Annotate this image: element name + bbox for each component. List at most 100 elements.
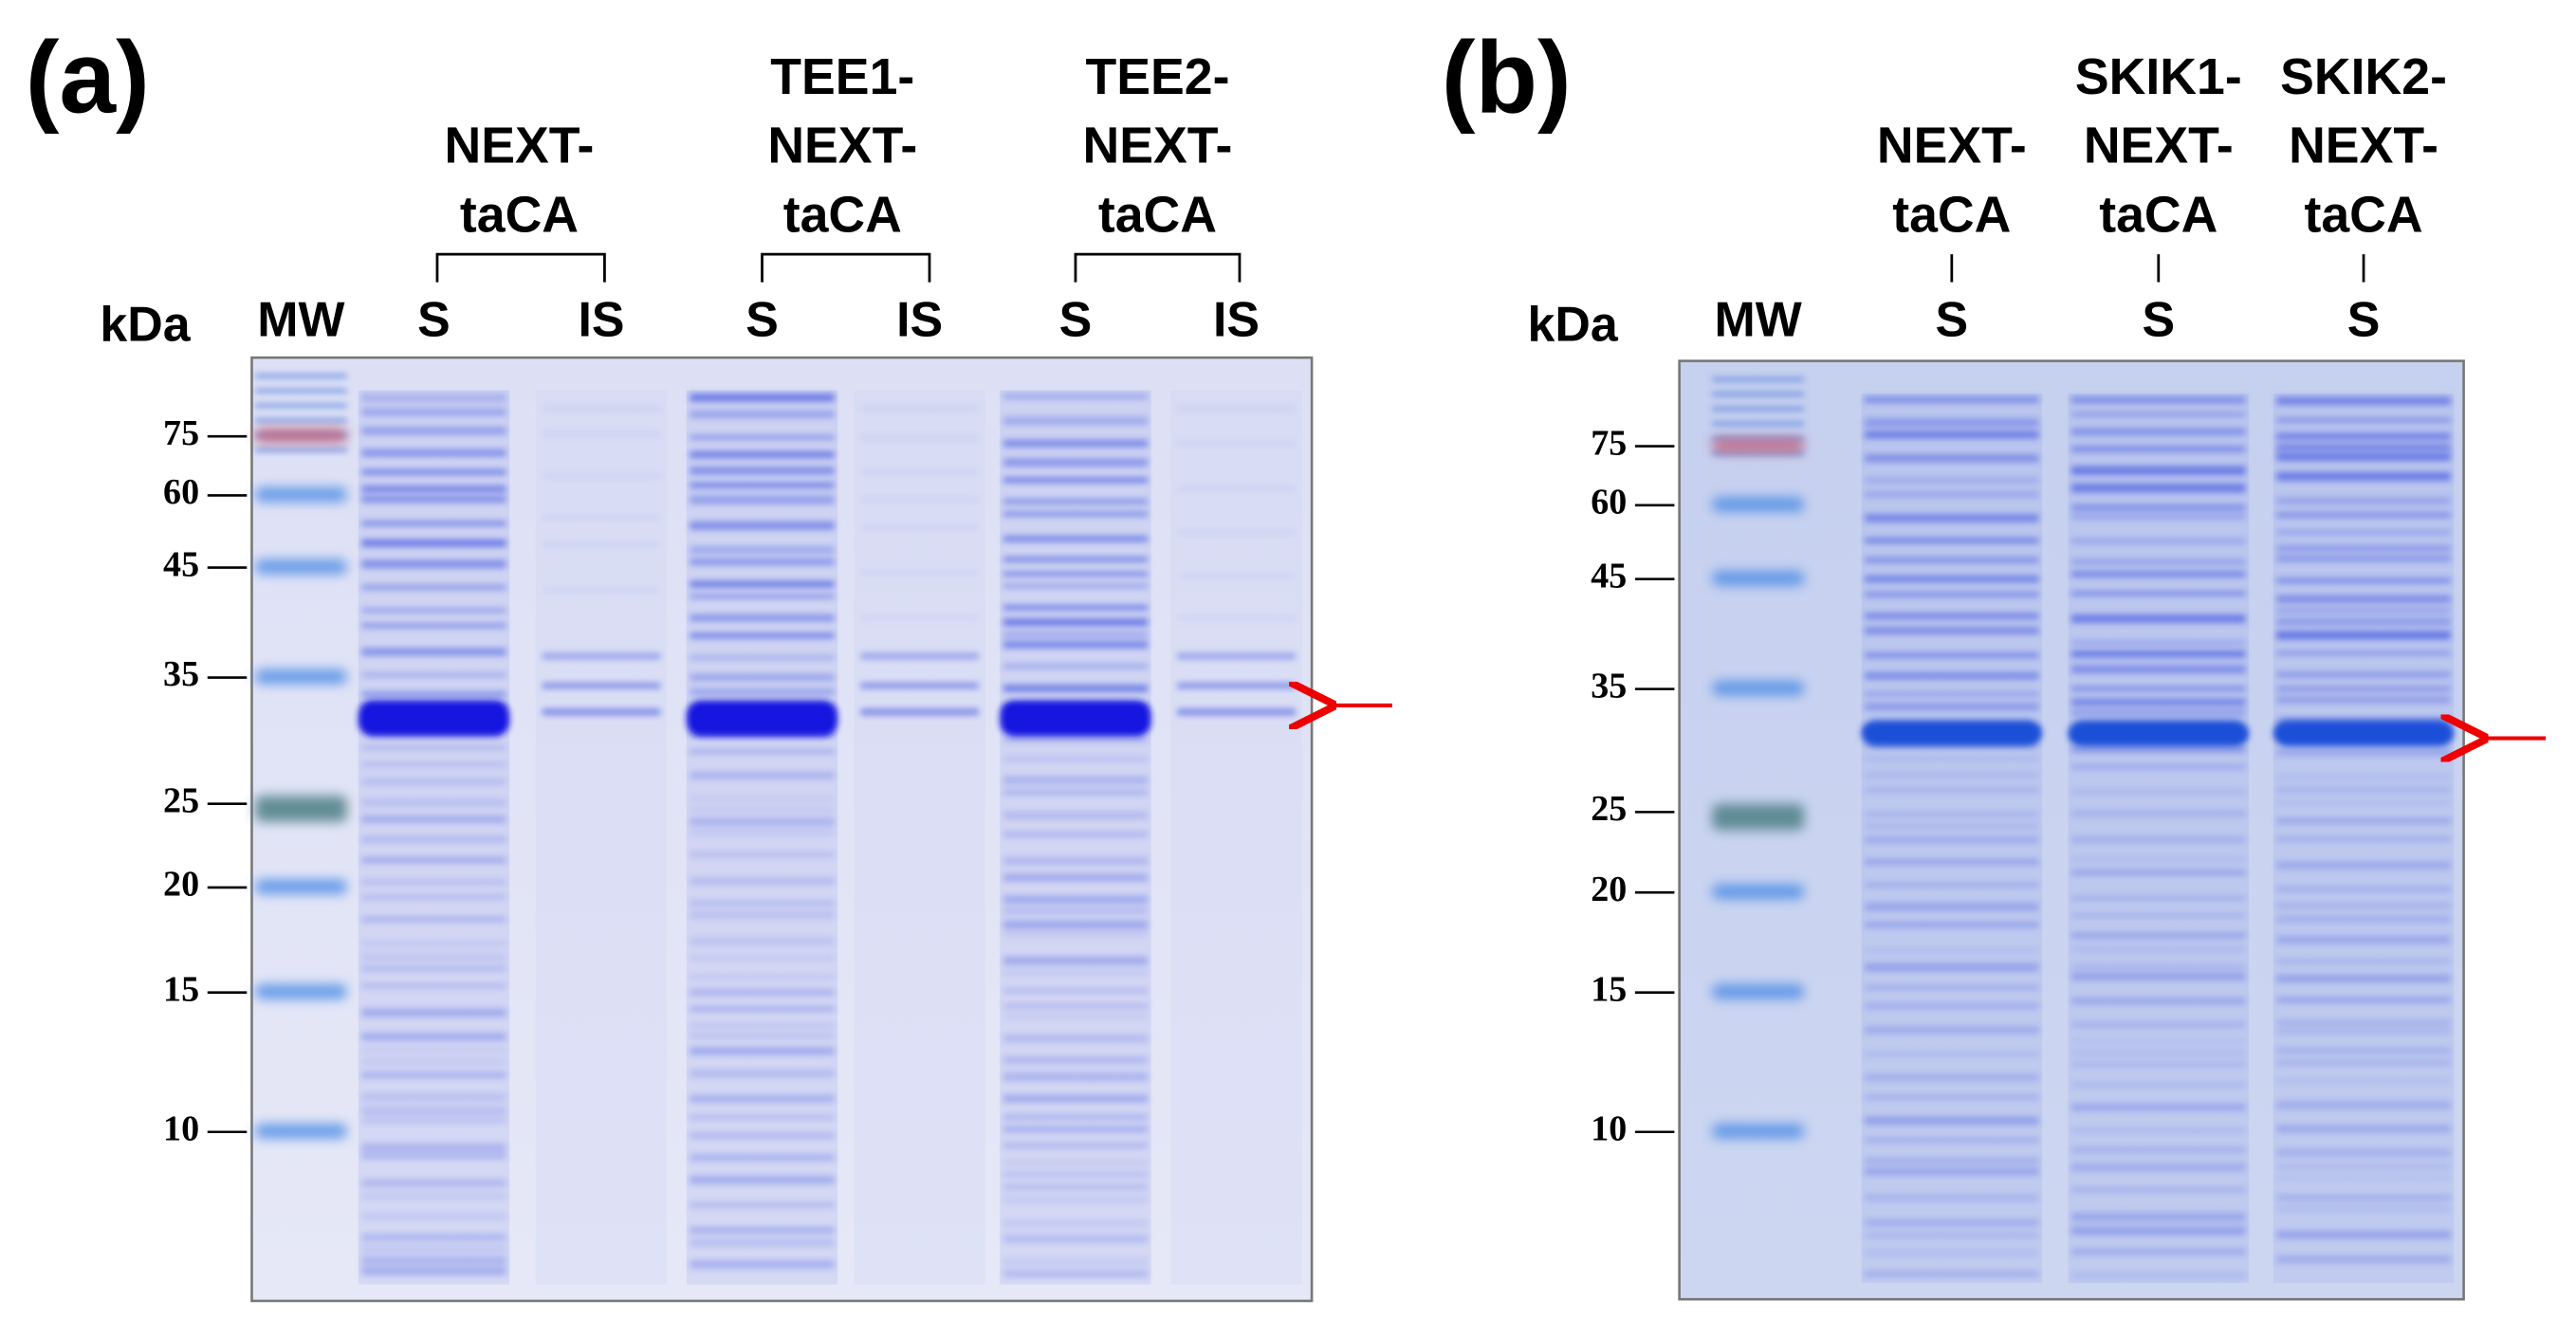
minor-band bbox=[1003, 988, 1149, 994]
minor-band bbox=[2276, 555, 2451, 562]
minor-band bbox=[1865, 947, 2039, 953]
minor-band bbox=[2071, 571, 2246, 577]
minor-band bbox=[2071, 835, 2246, 844]
minor-band bbox=[361, 1234, 506, 1241]
minor-band bbox=[361, 1266, 506, 1275]
minor-band bbox=[1865, 513, 2039, 522]
minor-band bbox=[1003, 557, 1149, 562]
marker-label: 10 bbox=[163, 1108, 199, 1148]
minor-band bbox=[1003, 908, 1149, 914]
lane-header: taCA bbox=[2099, 186, 2217, 243]
bracket bbox=[1074, 252, 1242, 283]
minor-band bbox=[1865, 1157, 2039, 1164]
ladder-band bbox=[1712, 407, 1805, 412]
minor-band bbox=[2071, 1020, 2246, 1029]
minor-band bbox=[1003, 1125, 1149, 1133]
minor-band bbox=[860, 682, 979, 689]
gel-bands bbox=[1712, 376, 2455, 1283]
minor-band bbox=[1177, 652, 1296, 660]
minor-band bbox=[860, 708, 979, 716]
lane-label: MW bbox=[257, 292, 344, 347]
minor-band bbox=[2276, 432, 2451, 440]
minor-band bbox=[2071, 1186, 2246, 1193]
minor-band bbox=[2071, 856, 2246, 862]
lane-label: S bbox=[745, 292, 779, 347]
minor-band bbox=[2276, 774, 2451, 780]
minor-band bbox=[2276, 1078, 2451, 1083]
minor-band bbox=[2071, 913, 2246, 918]
marker-label: 10 bbox=[1591, 1108, 1627, 1148]
lane-label: S bbox=[417, 292, 451, 347]
minor-band bbox=[1865, 882, 2039, 888]
lane-label: S bbox=[1059, 292, 1093, 347]
minor-band bbox=[2276, 935, 2451, 944]
minor-band bbox=[2276, 903, 2451, 909]
minor-band bbox=[1003, 1184, 1149, 1190]
minor-band bbox=[1865, 962, 2039, 972]
bracket bbox=[761, 252, 931, 283]
minor-band bbox=[2276, 650, 2451, 657]
minor-band bbox=[1003, 1219, 1149, 1228]
minor-band bbox=[2071, 744, 2246, 754]
minor-band bbox=[690, 410, 835, 418]
minor-band bbox=[2071, 945, 2246, 953]
minor-band bbox=[1003, 416, 1149, 426]
minor-band bbox=[1177, 682, 1296, 689]
minor-band bbox=[1003, 511, 1149, 517]
gel-bands bbox=[254, 374, 1302, 1285]
minor-band bbox=[690, 1175, 835, 1184]
minor-band bbox=[860, 468, 979, 474]
minor-band bbox=[1865, 613, 2039, 619]
minor-band bbox=[690, 1006, 835, 1012]
minor-band bbox=[1003, 930, 1149, 937]
minor-band bbox=[2276, 975, 2451, 982]
minor-band bbox=[1003, 1094, 1149, 1103]
minor-band bbox=[1003, 1014, 1149, 1019]
minor-band bbox=[690, 955, 835, 961]
minor-band bbox=[2071, 687, 2246, 691]
minor-band bbox=[2276, 696, 2451, 704]
minor-band bbox=[542, 682, 661, 689]
minor-band bbox=[690, 1047, 835, 1055]
minor-band bbox=[361, 608, 506, 614]
ladder-band bbox=[1712, 984, 1805, 999]
minor-band bbox=[1865, 1052, 2039, 1056]
minor-band bbox=[860, 652, 979, 660]
main-band bbox=[1000, 700, 1151, 737]
minor-band bbox=[1865, 1073, 2039, 1082]
minor-band bbox=[2071, 997, 2246, 1005]
minor-band bbox=[1865, 430, 2039, 439]
minor-band bbox=[1865, 477, 2039, 484]
minor-band bbox=[542, 652, 661, 660]
minor-band bbox=[1865, 557, 2039, 563]
lane-header: TEE1- bbox=[770, 48, 914, 105]
minor-band bbox=[2276, 418, 2451, 423]
minor-band bbox=[2071, 428, 2246, 435]
minor-band bbox=[2276, 617, 2451, 626]
minor-band bbox=[1003, 756, 1149, 762]
minor-band bbox=[2071, 514, 2246, 520]
minor-band bbox=[2276, 786, 2451, 793]
minor-band bbox=[1003, 776, 1149, 785]
minor-band bbox=[1003, 631, 1149, 639]
marker-label: 20 bbox=[1591, 870, 1627, 909]
lane-header: SKIK1- bbox=[2075, 48, 2242, 105]
minor-band bbox=[361, 691, 506, 698]
minor-band bbox=[2276, 512, 2451, 518]
minor-band bbox=[361, 1008, 506, 1017]
minor-band bbox=[2276, 915, 2451, 924]
minor-band bbox=[1865, 1167, 2039, 1176]
lane-label: S bbox=[1935, 292, 1968, 347]
minor-band bbox=[361, 856, 506, 864]
unit-label: kDa bbox=[1528, 297, 1619, 352]
minor-band bbox=[1177, 407, 1296, 412]
minor-band bbox=[361, 815, 506, 823]
lane-header: taCA bbox=[1892, 186, 2011, 243]
main-band bbox=[2272, 720, 2455, 747]
minor-band bbox=[361, 1047, 506, 1053]
minor-band bbox=[860, 524, 979, 529]
minor-band bbox=[361, 1179, 506, 1187]
minor-band bbox=[1003, 873, 1149, 882]
main-band bbox=[1861, 720, 2042, 747]
minor-band bbox=[361, 965, 506, 971]
